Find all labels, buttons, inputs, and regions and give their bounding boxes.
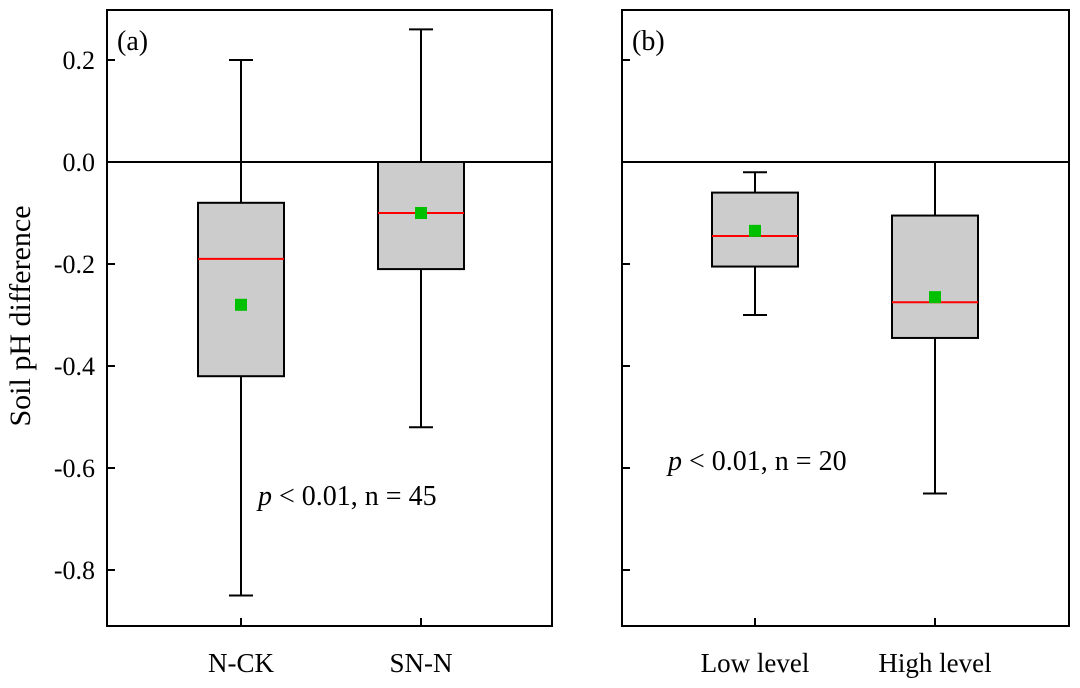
- box-high-level: High level: [878, 161, 992, 678]
- iqr-box: [891, 214, 979, 339]
- y-tick-label: -0.8: [54, 556, 95, 585]
- y-axis-label: Soil pH difference: [4, 205, 37, 426]
- y-tick-label: 0.2: [63, 46, 96, 75]
- iqr-box: [197, 201, 285, 378]
- y-tick-label: 0.0: [63, 148, 96, 177]
- panel-a: 0.2 0.0 -0.2 -0.4 -0.6 -0.8 N-CK SN-N (a) p < 0.0…: [54, 9, 553, 678]
- plot-frame: [106, 9, 553, 627]
- plot-frame: [621, 9, 1070, 627]
- p-symbol: p: [256, 481, 272, 512]
- y-tick-label: -0.2: [54, 250, 95, 279]
- box-low-level: Low level: [701, 171, 810, 678]
- stats-annotation: p < 0.01, n = 20: [666, 446, 847, 477]
- panel-b: Low level High level (b) p < 0.01, n = 20: [621, 9, 1070, 678]
- panel-label: (b): [632, 26, 665, 57]
- mean-marker: [235, 298, 247, 311]
- stats-annotation: p < 0.01, n = 45: [256, 481, 437, 512]
- mean-marker: [415, 207, 427, 219]
- box-n-ck: N-CK: [197, 59, 285, 678]
- panel-label: (a): [117, 26, 148, 57]
- mean-marker: [929, 291, 941, 304]
- mean-marker: [749, 224, 761, 237]
- stats-text: < 0.01, n = 45: [272, 481, 437, 512]
- x-category-label: SN-N: [389, 648, 452, 678]
- box-sn-n: SN-N: [377, 28, 465, 678]
- x-category-label: N-CK: [208, 648, 274, 678]
- y-tick-label: -0.6: [54, 454, 95, 483]
- x-category-label: High level: [878, 648, 991, 678]
- stats-text: < 0.01, n = 20: [682, 446, 847, 477]
- x-category-label: Low level: [701, 648, 810, 678]
- p-symbol: p: [666, 446, 682, 477]
- y-tick-label: -0.4: [54, 352, 95, 381]
